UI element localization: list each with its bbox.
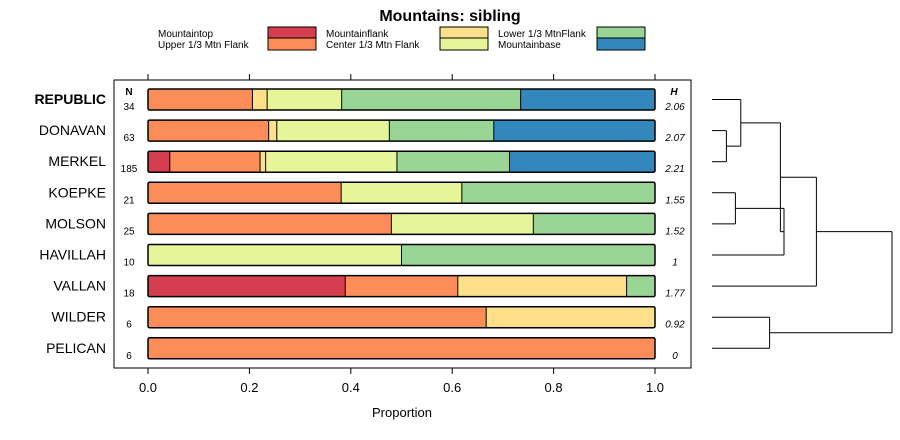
h-value-label: 0 (672, 351, 678, 362)
bar-segment (401, 244, 655, 266)
bar-segment (252, 89, 268, 110)
plot-frame (113, 79, 692, 369)
n-count-label: 10 (123, 258, 135, 269)
n-count-label: 6 (126, 320, 132, 331)
bar-segment (457, 275, 627, 297)
bar-segment (461, 182, 655, 204)
bar-segment (148, 337, 655, 359)
x-tick-label: 0.0 (139, 380, 157, 395)
bar-segment (626, 275, 655, 297)
chart-title: Mountains: sibling (379, 8, 520, 25)
x-tick-label: 0.4 (342, 380, 360, 395)
h-value-label: 2.06 (664, 102, 685, 113)
legend-swatch (267, 37, 317, 51)
x-tick-label: 1.0 (646, 380, 664, 395)
legend-swatch (439, 26, 489, 40)
bar-outline (147, 119, 656, 142)
bar-segment (148, 89, 253, 110)
legend-label: Lower 1/3 MtnFlank (498, 29, 587, 40)
bar-segment (267, 89, 342, 110)
bar-outline (147, 243, 656, 267)
bar-segment (148, 244, 402, 266)
bar-segment (389, 120, 494, 142)
legend-label: Mountainbase (498, 40, 561, 51)
h-value-label: 1.77 (665, 289, 685, 300)
row-label: PELICAN (46, 340, 106, 356)
bar-segment (486, 306, 655, 328)
bar-segment (520, 89, 655, 110)
bar-segment (148, 151, 170, 173)
row-label: HAVILLAH (39, 247, 106, 263)
n-count-label: 25 (123, 226, 135, 237)
legend-label: Upper 1/3 Mtn Flank (158, 40, 250, 51)
bar-segment (341, 89, 521, 110)
bars-group (147, 88, 656, 360)
n-column-header: N (125, 87, 132, 98)
bar-segment (148, 182, 342, 204)
x-tick-label: 0.6 (443, 380, 461, 395)
n-count-label: 21 (123, 195, 135, 206)
bar-segment (148, 275, 346, 297)
bar-segment (341, 182, 462, 204)
bar-segment (396, 151, 510, 173)
row-label: MERKEL (48, 153, 106, 169)
bar-segment (391, 213, 534, 235)
bar-outline (147, 150, 656, 173)
bar-outline (147, 337, 656, 360)
bar-outline (147, 274, 656, 298)
h-value-label: 2.21 (664, 164, 684, 175)
h-value-label: 2.07 (664, 133, 685, 144)
bar-segment (493, 120, 655, 142)
bar-segment (169, 151, 261, 173)
x-axis-title: Proportion (372, 405, 432, 420)
h-column-header: H (670, 87, 678, 98)
legend-label: Mountainflank (326, 29, 389, 40)
legend-swatch (596, 37, 646, 51)
legend-swatch (439, 37, 489, 51)
bar-outline (147, 305, 656, 329)
n-count-label: 6 (126, 351, 132, 362)
row-label: KOEPKE (48, 184, 106, 200)
bar-segment (509, 151, 655, 173)
bar-segment (148, 120, 269, 142)
bar-segment (148, 213, 392, 235)
bar-outline (147, 212, 656, 236)
row-label: VALLAN (53, 278, 106, 294)
legend-swatch (596, 26, 646, 40)
h-value-label: 1.52 (665, 226, 685, 237)
row-labels: REPUBLIC 34 2.06 DONAVAN 63 2.07 MERKEL 185 2.21… (34, 91, 685, 362)
bar-segment (533, 213, 655, 235)
x-axis: 0.0 0.2 0.4 0.6 0.8 1.0 (139, 74, 664, 395)
bar-segment (268, 120, 277, 142)
row-label: DONAVAN (39, 122, 106, 138)
row-label: MOLSON (45, 215, 106, 231)
h-value-label: 1 (672, 258, 678, 269)
dendrogram (712, 99, 893, 349)
legend-label: Center 1/3 Mtn Flank (326, 40, 420, 51)
bar-segment (345, 275, 458, 297)
bar-segment (148, 306, 487, 328)
x-tick-label: 0.2 (240, 380, 258, 395)
n-count-label: 63 (123, 133, 135, 144)
legend-swatch (267, 26, 317, 40)
x-tick-label: 0.8 (545, 380, 563, 395)
bar-outline (147, 181, 656, 205)
row-label: WILDER (52, 309, 106, 325)
n-count-label: 34 (123, 102, 135, 113)
h-value-label: 0.92 (665, 320, 685, 331)
bar-segment (265, 151, 397, 173)
bar-segment (260, 151, 266, 173)
h-value-label: 1.55 (665, 195, 685, 206)
row-label: REPUBLIC (34, 91, 106, 107)
bar-segment (276, 120, 390, 142)
bar-outline (147, 88, 656, 111)
legend-label: Mountaintop (158, 29, 213, 40)
n-count-label: 185 (121, 164, 138, 175)
n-count-label: 18 (123, 289, 135, 300)
